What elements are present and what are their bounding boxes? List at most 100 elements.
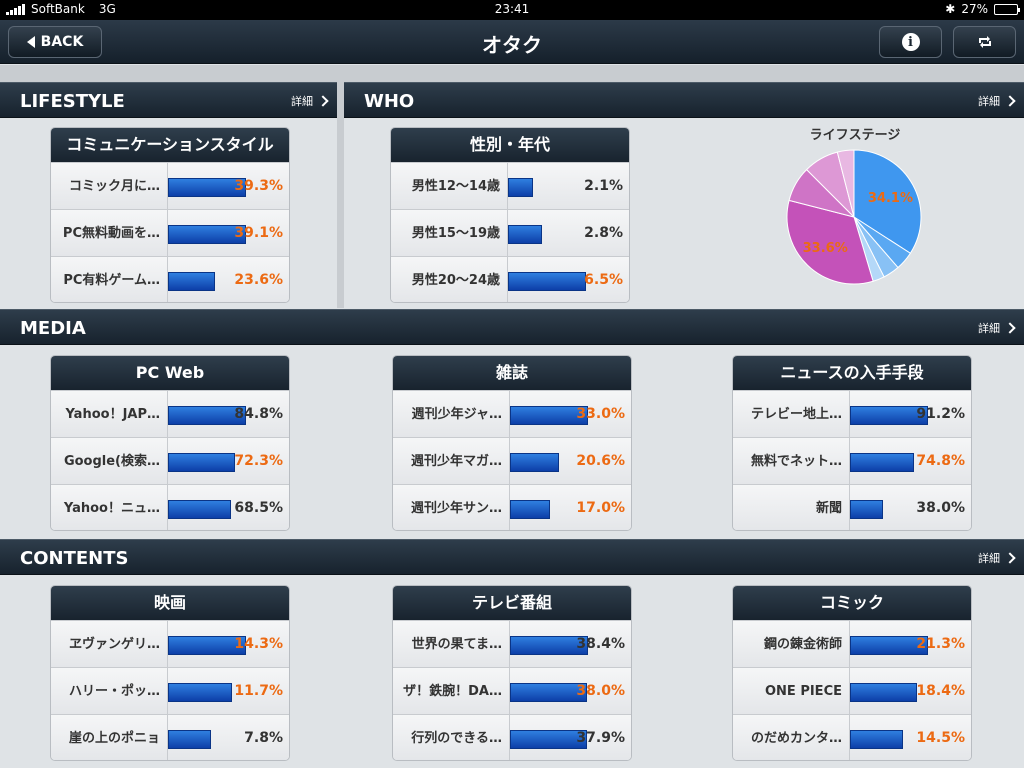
pie-slice[interactable] — [786, 199, 874, 285]
list-item[interactable]: 週刊少年サン… 17.0% — [393, 484, 631, 530]
pie-slice[interactable] — [836, 149, 855, 218]
row-bar — [510, 636, 588, 655]
list-item[interactable]: 世界の果てま… 38.4% — [393, 620, 631, 667]
row-label: 週刊少年ジャ… — [411, 407, 502, 422]
list-item[interactable]: 男性12〜14歳 2.1% — [391, 162, 629, 209]
row-bar — [850, 500, 883, 519]
info-button[interactable]: i — [879, 26, 942, 58]
card-title: コミュニケーションスタイル — [51, 128, 289, 162]
row-bar — [850, 683, 917, 702]
row-label: テレビー地上… — [750, 407, 842, 422]
back-button[interactable]: BACK — [8, 26, 102, 58]
row-bar — [850, 730, 903, 749]
row-value: 38.4% — [576, 636, 625, 652]
row-value: 2.1% — [584, 178, 623, 194]
card-title: 雑誌 — [393, 356, 631, 390]
who-card[interactable]: 性別・年代 男性12〜14歳 2.1% 男性15〜19歳 2.8% 男性20〜2… — [390, 127, 630, 303]
card-title: 性別・年代 — [391, 128, 629, 162]
detail-label: 詳細 — [978, 322, 1000, 335]
row-bar — [850, 453, 914, 472]
card-title: テレビ番組 — [393, 586, 631, 620]
row-value: 20.6% — [576, 453, 625, 469]
list-item[interactable]: ヱヴァンゲリ… 14.3% — [51, 620, 289, 667]
list-item[interactable]: 鋼の錬金術師 21.3% — [733, 620, 971, 667]
section-title-lifestyle: LIFESTYLE — [20, 91, 125, 112]
row-value: 39.1% — [234, 225, 283, 241]
list-item[interactable]: Yahoo！JAP… 84.8% — [51, 390, 289, 437]
list-item[interactable]: 週刊少年マガ… 20.6% — [393, 437, 631, 484]
row-label: 男性15〜19歳 — [411, 226, 500, 241]
clock: 23:41 — [494, 2, 530, 16]
nav-bar: BACK オタク i — [0, 20, 1024, 64]
contents-detail-link[interactable]: 詳細 — [978, 550, 1016, 566]
row-bar — [508, 272, 586, 291]
row-bar — [510, 453, 559, 472]
list-item[interactable]: PC無料動画を… 39.1% — [51, 209, 289, 256]
row-value: 72.3% — [234, 453, 283, 469]
carrier-label: SoftBank — [31, 2, 85, 16]
card-title: 映画 — [51, 586, 289, 620]
row-label: PC有料ゲーム… — [63, 273, 160, 288]
card-title: ニュースの入手手段 — [733, 356, 971, 390]
row-label: 週刊少年サン… — [410, 501, 502, 516]
chevron-right-icon — [317, 95, 329, 107]
list-item[interactable]: 崖の上のポニョ 7.8% — [51, 714, 289, 760]
row-value: 2.8% — [584, 225, 623, 241]
column-divider — [337, 82, 344, 308]
row-value: 84.8% — [234, 406, 283, 422]
media-detail-link[interactable]: 詳細 — [978, 320, 1016, 336]
battery-icon — [994, 3, 1020, 15]
media-card-news[interactable]: ニュースの入手手段 テレビー地上… 91.2% 無料でネット… 74.8% 新聞… — [732, 355, 972, 531]
list-item[interactable]: コミック月に… 39.3% — [51, 162, 289, 209]
row-bar — [168, 225, 246, 244]
media-card-pc-web[interactable]: PC Web Yahoo！JAP… 84.8% Google(検索… 72.3%… — [50, 355, 290, 531]
contents-card-tv[interactable]: テレビ番組 世界の果てま… 38.4% ザ！鉄腕！DA… 38.0% 行列のでき… — [392, 585, 632, 761]
list-item[interactable]: 行列のできる… 37.9% — [393, 714, 631, 760]
who-detail-link[interactable]: 詳細 — [978, 93, 1016, 109]
list-item[interactable]: 新聞 38.0% — [733, 484, 971, 530]
list-item[interactable]: 男性15〜19歳 2.8% — [391, 209, 629, 256]
row-bar — [510, 730, 587, 749]
top-strip — [0, 65, 1024, 82]
list-item[interactable]: PC有料ゲーム… 23.6% — [51, 256, 289, 302]
list-item[interactable]: Google(検索… 72.3% — [51, 437, 289, 484]
media-header: MEDIA 詳細 — [0, 309, 1024, 345]
lifestyle-detail-link[interactable]: 詳細 — [291, 93, 329, 109]
row-bar — [168, 406, 246, 425]
list-item[interactable]: 週刊少年ジャ… 33.0% — [393, 390, 631, 437]
row-value: 33.0% — [576, 406, 625, 422]
row-value: 38.0% — [576, 683, 625, 699]
row-label: 世界の果てま… — [411, 637, 502, 652]
section-title-media: MEDIA — [20, 318, 86, 339]
lifestyle-header: LIFESTYLE 詳細 — [0, 82, 337, 118]
bluetooth-icon: ✱ — [945, 2, 956, 16]
detail-label: 詳細 — [978, 552, 1000, 565]
pie-title: ライフステージ — [809, 128, 901, 143]
media-card-magazine[interactable]: 雑誌 週刊少年ジャ… 33.0% 週刊少年マガ… 20.6% 週刊少年サン… 1… — [392, 355, 632, 531]
refresh-icon — [978, 36, 991, 48]
pie-slice-label: 33.6% — [803, 241, 848, 256]
section-title-who: WHO — [364, 91, 415, 112]
contents-card-comic[interactable]: コミック 鋼の錬金術師 21.3% ONE PIECE 18.4% のだめカンタ… — [732, 585, 972, 761]
lifestyle-card[interactable]: コミュニケーションスタイル コミック月に… 39.3% PC無料動画を… 39.… — [50, 127, 290, 303]
detail-label: 詳細 — [978, 95, 1000, 108]
row-bar — [510, 683, 587, 702]
back-button-label: BACK — [40, 34, 84, 50]
refresh-button[interactable] — [953, 26, 1016, 58]
list-item[interactable]: テレビー地上… 91.2% — [733, 390, 971, 437]
row-bar — [168, 500, 231, 519]
pie-slice-label: 34.1% — [868, 191, 913, 206]
list-item[interactable]: ハリー・ポッ… 11.7% — [51, 667, 289, 714]
row-bar — [510, 406, 588, 425]
life-stage-pie-chart[interactable]: 34.1% 33.6% — [784, 147, 924, 287]
page-title: オタク — [482, 33, 542, 57]
list-item[interactable]: 男性20〜24歳 6.5% — [391, 256, 629, 302]
list-item[interactable]: ONE PIECE 18.4% — [733, 667, 971, 714]
row-value: 39.3% — [234, 178, 283, 194]
list-item[interactable]: 無料でネット… 74.8% — [733, 437, 971, 484]
contents-card-movie[interactable]: 映画 ヱヴァンゲリ… 14.3% ハリー・ポッ… 11.7% 崖の上のポニョ 7… — [50, 585, 290, 761]
row-label: 新聞 — [815, 501, 842, 516]
list-item[interactable]: Yahoo！ニュ… 68.5% — [51, 484, 289, 530]
list-item[interactable]: ザ！鉄腕！DA… 38.0% — [393, 667, 631, 714]
list-item[interactable]: のだめカンタ… 14.5% — [733, 714, 971, 760]
